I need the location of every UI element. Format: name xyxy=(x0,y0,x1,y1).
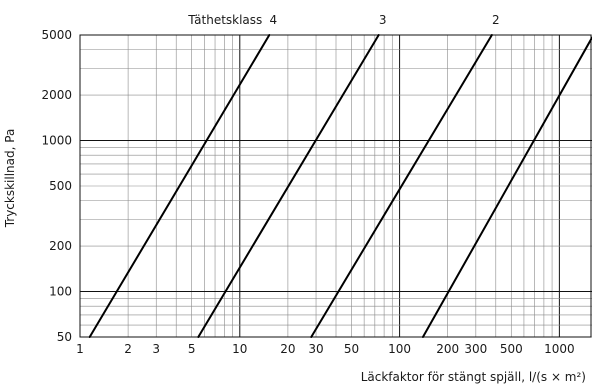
x-tick-label: 3 xyxy=(152,342,160,356)
series-line-unlabeled-3 xyxy=(421,36,592,338)
x-tick-label: 100 xyxy=(388,342,411,356)
x-tick-label: 2 xyxy=(124,342,132,356)
x-tick-label: 1000 xyxy=(544,342,575,356)
x-tick-label: 10 xyxy=(232,342,247,356)
y-tick-label: 100 xyxy=(49,285,72,299)
x-tick-label: 50 xyxy=(344,342,359,356)
plot-frame xyxy=(79,34,592,338)
series-line-4 xyxy=(88,34,271,338)
x-tick-label: 30 xyxy=(308,342,323,356)
class-labels: 4 3 2 xyxy=(269,13,499,27)
y-tick-labels: 50 100 200 500 1000 2000 5000 xyxy=(41,28,72,344)
y-tick-label: 2000 xyxy=(41,88,72,102)
y-tick-label: 200 xyxy=(49,239,72,253)
class-label-2: 2 xyxy=(492,13,500,27)
x-tick-label: 5 xyxy=(188,342,196,356)
grid xyxy=(79,34,592,338)
series-line-3 xyxy=(197,34,380,338)
x-tick-labels: 1 2 3 5 10 20 30 50 100 200 300 500 1000 xyxy=(76,342,574,356)
series-lines xyxy=(88,34,592,338)
x-tick-label: 1 xyxy=(76,342,84,356)
y-tick-label: 500 xyxy=(49,179,72,193)
class-label-3: 3 xyxy=(379,13,387,27)
y-tick-label: 50 xyxy=(57,330,72,344)
x-tick-label: 300 xyxy=(464,342,487,356)
y-axis-title: Tryckskillnad, Pa xyxy=(3,129,17,229)
series-line-2 xyxy=(310,34,493,338)
legend-title: Täthetsklass xyxy=(187,13,262,27)
class-label-4: 4 xyxy=(269,13,277,27)
x-tick-label: 200 xyxy=(436,342,459,356)
y-tick-label: 1000 xyxy=(41,134,72,148)
x-axis-title: Läckfaktor för stängt spjäll, l/(s × m²) xyxy=(361,370,586,384)
y-tick-label: 5000 xyxy=(41,28,72,42)
x-tick-label: 20 xyxy=(280,342,295,356)
x-tick-label: 500 xyxy=(500,342,523,356)
